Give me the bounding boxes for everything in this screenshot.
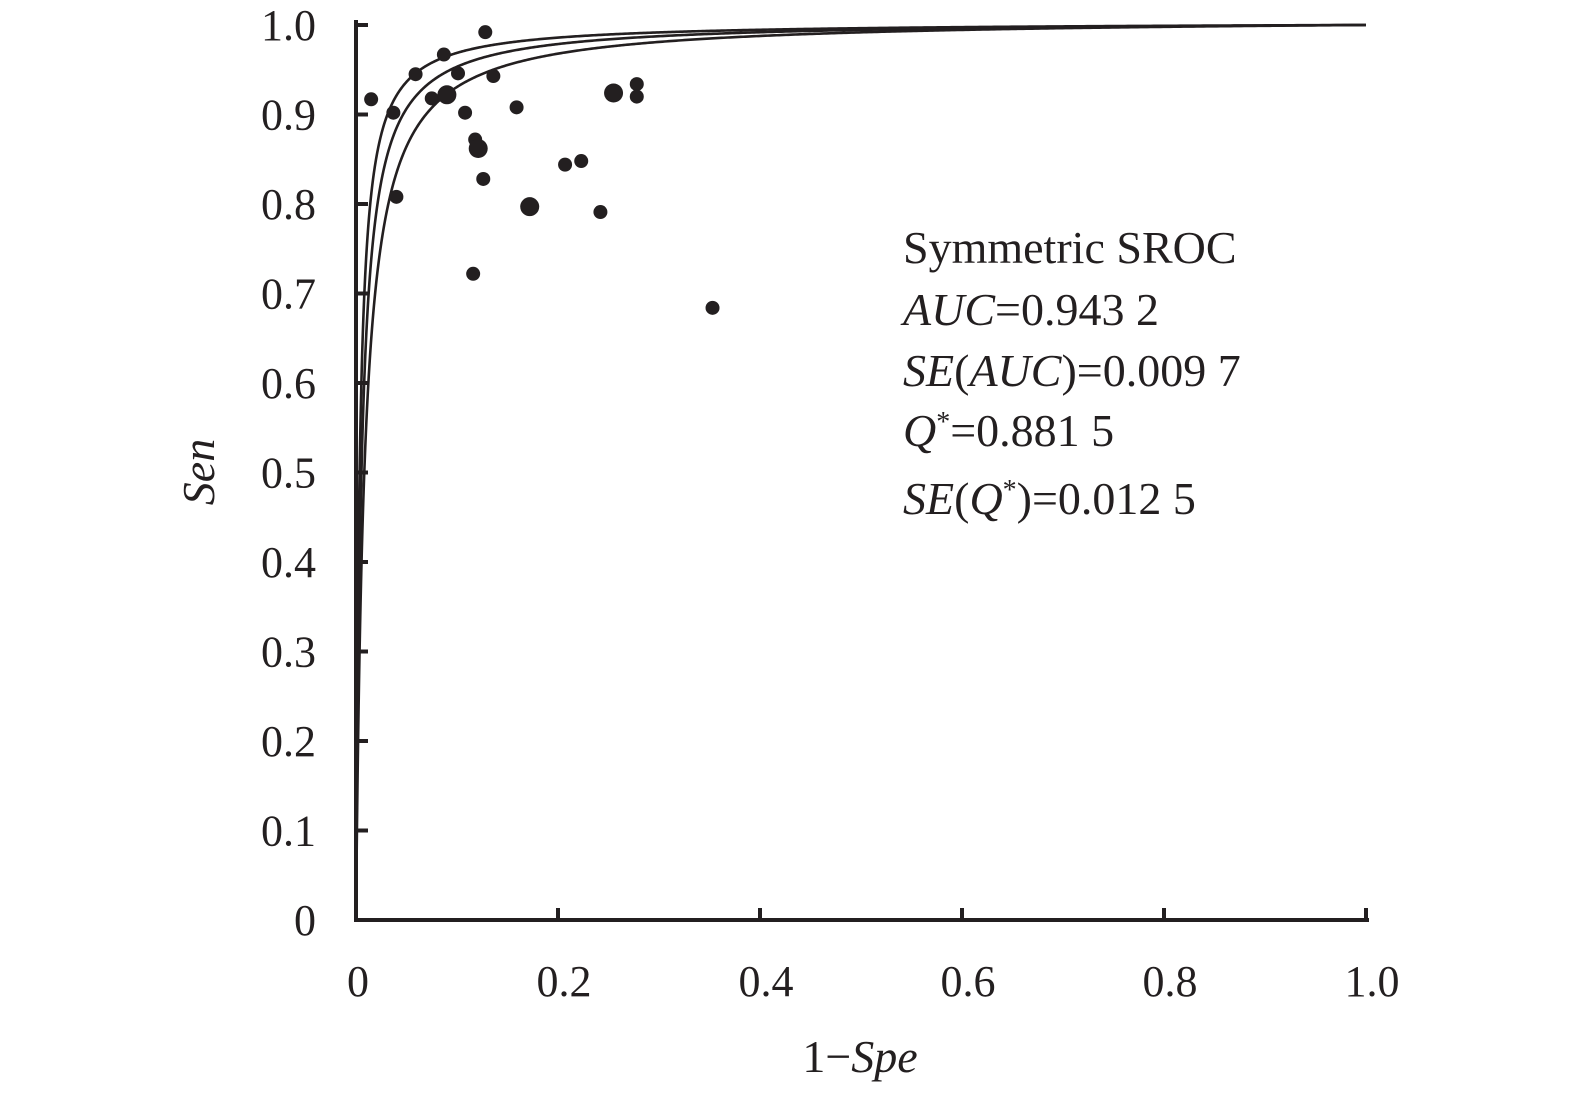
study-point xyxy=(451,66,466,81)
study-point xyxy=(389,189,404,204)
study-point xyxy=(408,67,423,82)
study-point xyxy=(486,69,501,84)
annotation-segment: )=0.012 5 xyxy=(1017,473,1196,524)
sroc-curve xyxy=(354,23,1367,920)
study-point xyxy=(424,91,439,106)
annotation-line: Q*=0.881 5 xyxy=(903,405,1114,456)
annotation-segment: SE xyxy=(903,345,954,396)
y-tick-label: 0.4 xyxy=(261,538,316,587)
y-tick-label: 0.6 xyxy=(261,359,316,408)
annotation-segment: Q xyxy=(969,473,1002,524)
axes xyxy=(354,20,1369,922)
y-tick-label: 0.9 xyxy=(261,91,316,140)
study-point xyxy=(593,205,608,220)
study-point xyxy=(520,197,540,217)
annotation-segment: * xyxy=(936,407,950,438)
annotation-segment: ( xyxy=(954,345,969,396)
x-tick-label: 0.4 xyxy=(739,957,794,1006)
annotation-segment: Q xyxy=(903,405,936,456)
x-tick-label: 1.0 xyxy=(1345,957,1400,1006)
y-tick-label: 0.1 xyxy=(261,807,316,856)
y-tick-label: 0.3 xyxy=(261,628,316,677)
study-point xyxy=(476,171,491,186)
sroc-annotation: Symmetric SROC AUC=0.943 2SE(AUC)=0.009 … xyxy=(900,222,1241,524)
study-point xyxy=(629,89,644,104)
annotation-line: SE(Q*)=0.012 5 xyxy=(903,473,1196,524)
annotation-segment: * xyxy=(1003,475,1017,506)
annotation-segment: AUC xyxy=(966,345,1062,396)
sroc-curve xyxy=(354,23,1367,920)
annotation-title: Symmetric SROC xyxy=(903,222,1237,273)
annotation-segment: ( xyxy=(954,473,969,524)
study-point xyxy=(466,266,481,281)
study-points xyxy=(364,25,720,315)
x-ticks: 0 0.2 0.4 0.6 0.8 1.0 xyxy=(347,908,1400,1006)
x-axis-title-part: Spe xyxy=(851,1031,917,1082)
x-tick-label: 0.6 xyxy=(941,957,996,1006)
study-point xyxy=(558,157,573,172)
annotation-segment: =0.943 2 xyxy=(995,284,1159,335)
study-point xyxy=(458,105,473,120)
x-tick-label: 0.8 xyxy=(1143,957,1198,1006)
x-tick-label: 0.2 xyxy=(537,957,592,1006)
y-tick-label: 0 xyxy=(294,896,316,945)
y-axis-title: Sen xyxy=(173,439,224,505)
y-tick-label: 0.5 xyxy=(261,449,316,498)
study-point xyxy=(386,105,401,120)
y-tick-label: 1.0 xyxy=(261,1,316,50)
y-tick-label: 0.2 xyxy=(261,717,316,766)
study-point xyxy=(629,77,644,92)
annotation-line: SE(AUC)=0.009 7 xyxy=(903,345,1241,396)
study-point xyxy=(436,47,451,62)
y-ticks: 0 0.1 0.2 0.3 0.4 0.5 0.6 0.7 0.8 0.9 1.0 xyxy=(261,1,368,945)
x-tick-label: 0 xyxy=(347,957,369,1006)
sroc-curve xyxy=(354,23,1367,920)
annotation-segment: =0.881 5 xyxy=(950,405,1114,456)
sroc-curves xyxy=(354,23,1367,920)
annotation-segment: )=0.009 7 xyxy=(1061,345,1240,396)
x-axis-title: 1−Spe xyxy=(802,1031,917,1082)
study-point xyxy=(604,83,624,103)
study-point xyxy=(364,92,379,107)
x-axis-title-part: 1− xyxy=(802,1031,851,1082)
y-tick-label: 0.7 xyxy=(261,270,316,319)
study-point xyxy=(478,25,493,40)
study-point xyxy=(468,139,488,159)
annotation-segment: AUC xyxy=(900,284,996,335)
annotation-line: AUC=0.943 2 xyxy=(900,284,1159,335)
y-tick-label: 0.8 xyxy=(261,180,316,229)
study-point xyxy=(705,300,720,315)
study-point xyxy=(437,85,457,105)
annotation-segment: SE xyxy=(903,473,954,524)
study-point xyxy=(574,154,589,169)
study-point xyxy=(509,100,524,115)
